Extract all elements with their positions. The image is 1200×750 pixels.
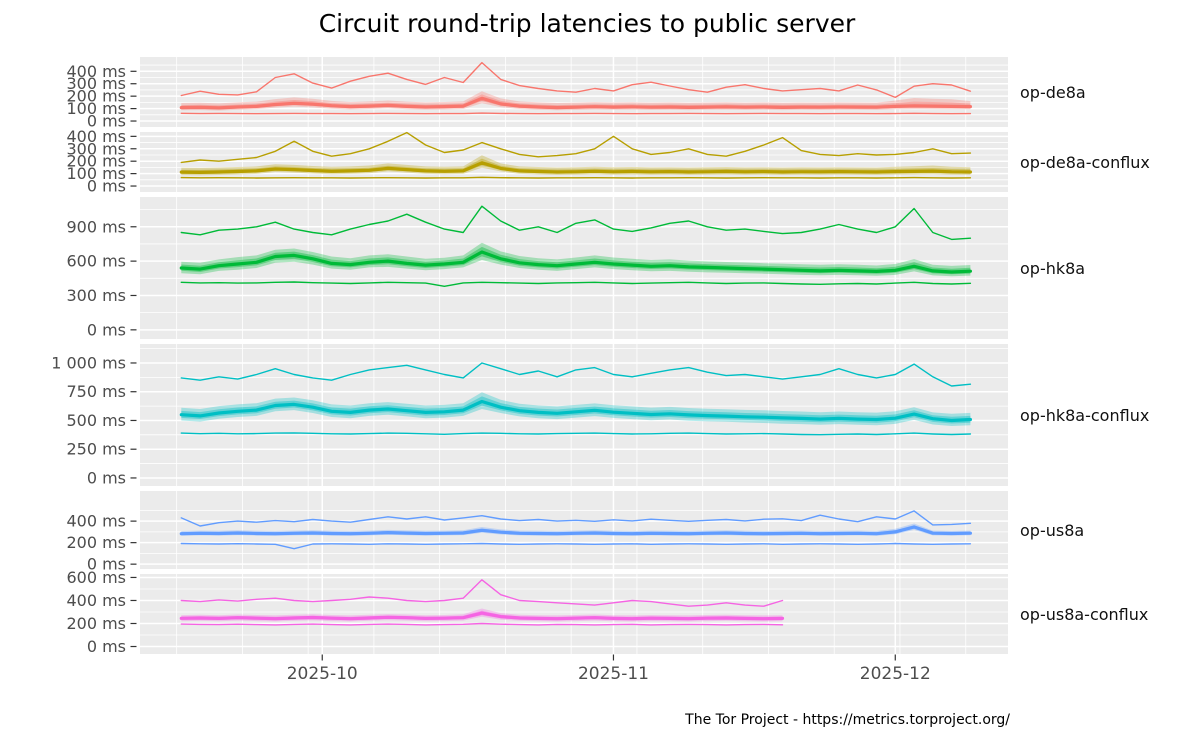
facet-label: op-de8a bbox=[1020, 83, 1086, 102]
median-line bbox=[179, 399, 973, 423]
median-line bbox=[179, 611, 785, 621]
panel-background bbox=[140, 491, 1008, 569]
y-tick-label: 300 ms bbox=[66, 286, 126, 305]
panel-background bbox=[140, 132, 1008, 192]
y-tick-label: 200 ms bbox=[66, 152, 126, 171]
chart-title: Circuit round-trip latencies to public s… bbox=[318, 9, 856, 38]
y-tick-label: 750 ms bbox=[66, 382, 126, 401]
panel-op-hk8a: 0 ms 300 ms 600 ms 900 ms op-hk8a bbox=[66, 197, 1085, 339]
y-tick-label: 500 ms bbox=[66, 411, 126, 430]
max-line bbox=[180, 510, 972, 527]
min-line bbox=[180, 176, 972, 179]
y-tick-label: 100 ms bbox=[66, 99, 126, 118]
y-tick-label: 0 ms bbox=[87, 555, 126, 574]
y-tick-label: 200 ms bbox=[66, 87, 126, 106]
min-line bbox=[180, 281, 972, 287]
y-tick-label: 0 ms bbox=[87, 637, 126, 656]
facet-label: op-de8a-conflux bbox=[1020, 153, 1150, 172]
y-tick-label: 0 ms bbox=[87, 320, 126, 339]
max-line bbox=[180, 579, 784, 607]
y-tick-label: 1 000 ms bbox=[51, 353, 126, 372]
y-tick-label: 200 ms bbox=[66, 533, 126, 552]
max-line bbox=[180, 131, 972, 164]
quartile-ribbon bbox=[181, 246, 971, 275]
y-tick-label: 600 ms bbox=[66, 568, 126, 587]
min-line bbox=[180, 112, 972, 115]
y-tick-label: 0 ms bbox=[87, 112, 126, 131]
x-tick-label: 2025-11 bbox=[578, 664, 649, 684]
y-tick-label: 300 ms bbox=[66, 74, 126, 93]
y-tick-label: 0 ms bbox=[87, 177, 126, 196]
y-tick-label: 400 ms bbox=[66, 591, 126, 610]
median-line bbox=[179, 525, 973, 536]
x-tick-label: 2025-12 bbox=[860, 664, 931, 684]
y-tick-label: 100 ms bbox=[66, 164, 126, 183]
y-tick-label: 900 ms bbox=[66, 217, 126, 236]
facet-label: op-hk8a-conflux bbox=[1020, 406, 1149, 425]
panel-op-hk8a-conflux: 0 ms 250 ms 500 ms 750 ms 1 000 ms op-hk8a-co… bbox=[51, 344, 1149, 487]
panel-background bbox=[140, 197, 1008, 339]
y-tick-label: 0 ms bbox=[87, 468, 126, 487]
max-line bbox=[180, 205, 972, 241]
facet-label: op-us8a bbox=[1020, 521, 1084, 540]
min-line bbox=[180, 542, 972, 550]
median-line bbox=[179, 250, 973, 274]
y-tick-label: 400 ms bbox=[66, 62, 126, 81]
y-tick-label: 600 ms bbox=[66, 252, 126, 271]
y-tick-label: 200 ms bbox=[66, 614, 126, 633]
panel-op-us8a: 0 ms 200 ms 400 ms op-us8a bbox=[66, 491, 1084, 574]
median-line bbox=[179, 161, 973, 174]
y-tick-label: 300 ms bbox=[66, 139, 126, 158]
panel-background bbox=[140, 344, 1008, 486]
footer-attribution: The Tor Project - https://metrics.torpro… bbox=[685, 712, 1010, 728]
min-line bbox=[180, 432, 972, 436]
y-tick-label: 250 ms bbox=[66, 440, 126, 459]
median-line bbox=[179, 96, 973, 110]
facet-label: op-us8a-conflux bbox=[1020, 605, 1148, 624]
max-line bbox=[180, 61, 972, 99]
x-tick-label: 2025-10 bbox=[287, 664, 358, 684]
y-tick-label: 400 ms bbox=[66, 127, 126, 146]
max-line bbox=[180, 362, 972, 387]
facet-label: op-hk8a bbox=[1020, 259, 1085, 278]
y-tick-label: 400 ms bbox=[66, 512, 126, 531]
panel-op-us8a-conflux: 0 ms 200 ms 400 ms 600 ms op-us8a-conflux bbox=[66, 568, 1148, 656]
min-line bbox=[180, 622, 784, 626]
panel-background bbox=[140, 574, 1008, 654]
